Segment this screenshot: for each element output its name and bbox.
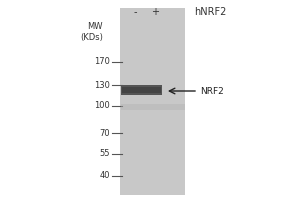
Bar [122,87,161,93]
Text: -: - [133,7,137,17]
Text: 100: 100 [94,102,110,110]
Bar [121,104,185,110]
Text: 40: 40 [100,171,110,180]
Text: 55: 55 [100,150,110,158]
Bar [121,85,162,95]
Text: 130: 130 [94,80,110,90]
Text: 170: 170 [94,58,110,66]
Text: NRF2: NRF2 [200,86,224,96]
Text: MW
(KDs): MW (KDs) [80,22,103,42]
Text: +: + [151,7,159,17]
Text: 70: 70 [99,129,110,138]
Bar [120,8,185,195]
Text: hNRF2: hNRF2 [194,7,226,17]
